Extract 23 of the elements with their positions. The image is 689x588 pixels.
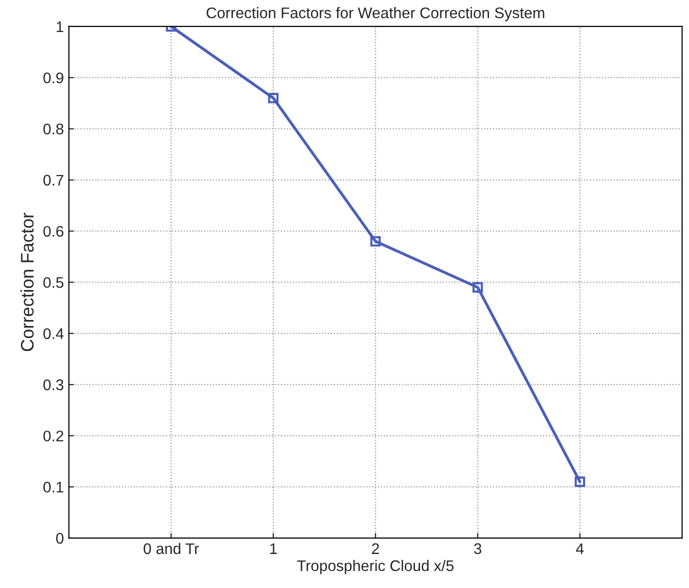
y-tick-label: 0.9 bbox=[43, 72, 64, 84]
x-tick-label: 2 bbox=[372, 543, 379, 554]
point bbox=[574, 476, 586, 487]
point bbox=[268, 92, 279, 104]
point bbox=[370, 236, 381, 247]
y-tick-label: 0.6 bbox=[43, 226, 64, 237]
y-tick-label: 0.1 bbox=[43, 482, 64, 493]
point bbox=[472, 282, 483, 293]
y-tick-label: 0.4 bbox=[43, 328, 64, 340]
chart-title: Correction Factors for Weather Correction System bbox=[206, 7, 544, 22]
x-tick-label: 1 bbox=[270, 543, 277, 554]
x-tick-label: 0 and Tr bbox=[144, 542, 199, 554]
y-tick-label: 0 bbox=[56, 532, 64, 544]
y-tick-label: 1 bbox=[56, 21, 64, 32]
y-tick-label: 0.2 bbox=[43, 430, 64, 442]
y-axis-title: Correction Factor bbox=[20, 212, 34, 352]
y-tick-label: 0.5 bbox=[43, 277, 64, 288]
x-tick-label: 4 bbox=[576, 543, 584, 554]
y-tick-label: 0.8 bbox=[43, 124, 64, 134]
x-tick-label: 3 bbox=[474, 543, 482, 554]
x-axis-title: Tropospheric Cloud x/5 bbox=[297, 560, 454, 574]
y-tick-label: 0.3 bbox=[43, 379, 64, 390]
y-tick-label: 0.7 bbox=[43, 174, 64, 186]
